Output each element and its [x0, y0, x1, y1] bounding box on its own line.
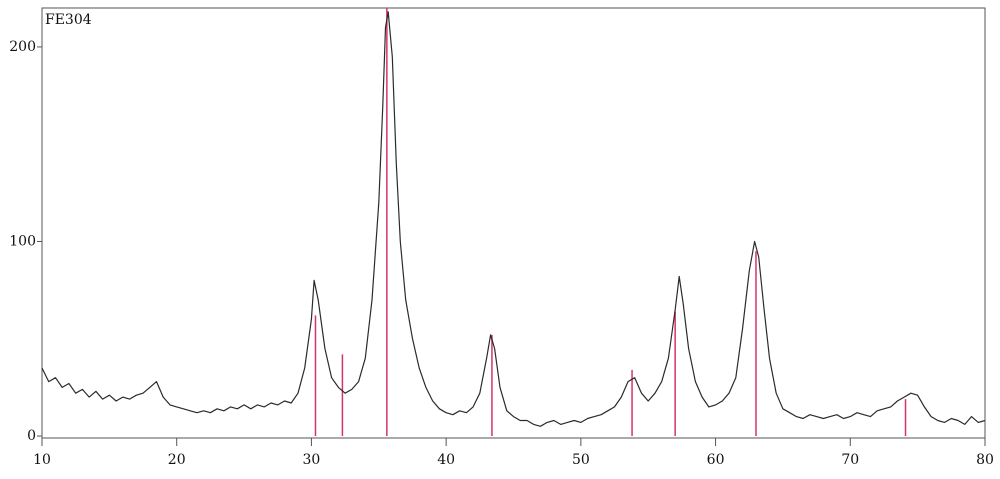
x-tick-label: 60: [707, 452, 725, 468]
y-tick-label: 200: [9, 39, 36, 55]
x-tick-label: 50: [572, 452, 590, 468]
x-tick-label: 20: [168, 452, 186, 468]
chart-title: FE304: [45, 12, 92, 28]
x-tick-label: 70: [841, 452, 859, 468]
x-tick-label: 40: [437, 452, 455, 468]
x-tick-label: 10: [33, 452, 51, 468]
x-tick-label: 30: [303, 452, 321, 468]
diffraction-line: [41, 11, 986, 427]
y-tick-label: 100: [9, 233, 36, 249]
plot-frame: [41, 7, 986, 439]
x-tick-label: 80: [976, 452, 994, 468]
y-tick-label: 0: [27, 428, 36, 444]
